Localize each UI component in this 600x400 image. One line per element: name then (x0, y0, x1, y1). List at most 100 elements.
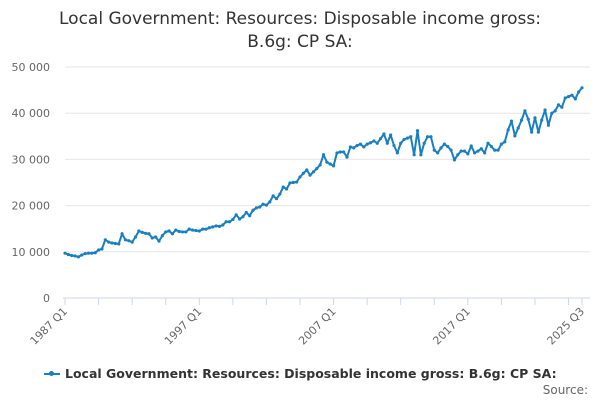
data-point (543, 108, 547, 112)
data-point (190, 228, 195, 232)
data-point (348, 145, 352, 149)
data-point (127, 239, 131, 243)
data-point (472, 151, 477, 155)
data-point (382, 132, 386, 136)
x-tick-label: 1987 Q1 (28, 305, 71, 348)
y-tick-label: 50 000 (12, 61, 51, 74)
y-tick-label: 40 000 (12, 107, 51, 120)
data-point (140, 230, 144, 234)
data-point (315, 167, 319, 171)
data-point (237, 217, 242, 221)
data-point (137, 229, 141, 233)
x-tick-label: 1997 Q1 (162, 305, 205, 348)
data-point (197, 229, 201, 233)
data-point (234, 213, 238, 217)
data-point (264, 203, 269, 207)
x-tick-label: 2025 Q3 (545, 305, 588, 348)
data-point (345, 155, 349, 159)
data-point (566, 94, 571, 99)
data-point (117, 242, 121, 246)
data-point (174, 228, 178, 232)
data-point (261, 202, 265, 206)
data-point (295, 180, 299, 184)
data-point (476, 149, 480, 153)
data-point (556, 103, 561, 107)
data-point (311, 170, 316, 174)
data-point (378, 137, 383, 141)
data-point (113, 241, 117, 246)
data-point (130, 240, 134, 244)
data-point (452, 158, 457, 162)
data-point (217, 224, 222, 228)
data-point (66, 252, 70, 257)
data-point (274, 197, 279, 201)
data-point (180, 230, 185, 234)
data-point (308, 173, 312, 177)
data-point (150, 236, 154, 240)
data-point (103, 238, 107, 242)
data-point (231, 217, 235, 222)
data-point (355, 143, 359, 148)
data-point (422, 141, 426, 145)
data-point (523, 109, 527, 113)
data-point (248, 214, 252, 218)
data-point (553, 109, 557, 113)
data-point (201, 227, 205, 231)
data-point (301, 171, 305, 175)
data-point (305, 168, 309, 172)
data-point (147, 232, 151, 236)
data-point (100, 247, 104, 251)
data-point (442, 142, 446, 146)
data-point (244, 210, 248, 215)
data-point (214, 224, 218, 228)
data-point (516, 126, 520, 130)
data-point (83, 252, 87, 256)
y-tick-label: 20 000 (12, 200, 51, 213)
data-point (278, 192, 282, 196)
data-point (462, 149, 467, 153)
data-point (573, 97, 577, 101)
data-point (429, 135, 433, 139)
data-point (291, 180, 295, 185)
data-point (328, 162, 332, 166)
data-point (358, 142, 363, 146)
data-point (70, 253, 74, 258)
data-point (493, 148, 497, 152)
data-point (489, 144, 493, 149)
data-point (526, 117, 530, 121)
data-point (184, 230, 188, 234)
data-point (425, 135, 430, 139)
data-point (207, 226, 211, 230)
data-point (362, 145, 366, 149)
data-point (419, 153, 423, 157)
data-point (90, 251, 94, 255)
data-point (154, 235, 158, 239)
data-point (486, 141, 490, 145)
data-point (284, 187, 289, 191)
data-point (506, 128, 510, 132)
data-point (395, 151, 399, 155)
data-point (258, 205, 262, 209)
data-point (389, 133, 393, 137)
data-point (107, 240, 111, 244)
data-point (331, 164, 336, 168)
data-point (509, 119, 514, 123)
data-point (211, 225, 215, 229)
data-point (325, 160, 329, 164)
data-point (499, 142, 504, 146)
legend-item[interactable]: Local Government: Resources: Disposable … (44, 366, 557, 381)
data-point (133, 235, 138, 239)
data-point (439, 146, 443, 150)
data-point (550, 111, 554, 115)
data-point (288, 181, 292, 185)
data-point (372, 139, 376, 143)
legend-label: Local Government: Resources: Disposable … (65, 366, 557, 381)
data-point (157, 239, 161, 243)
data-point (254, 206, 258, 210)
data-point (227, 220, 232, 224)
data-point (120, 232, 124, 236)
data-point (469, 144, 473, 148)
data-point (224, 220, 228, 224)
data-point (187, 227, 191, 231)
